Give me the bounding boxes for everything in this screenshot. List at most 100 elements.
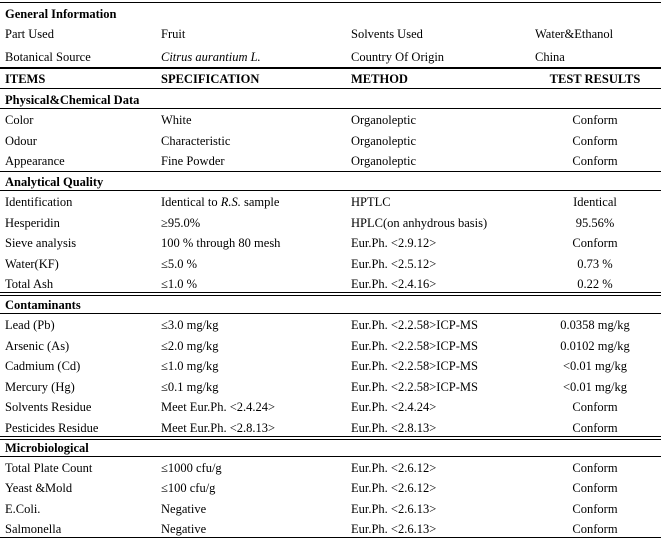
physical-rule: [0, 108, 661, 109]
header-method: METHOD: [351, 72, 408, 86]
item-cell: Lead (Pb): [5, 318, 55, 332]
header-results: TEST RESULTS: [549, 72, 641, 86]
micro-top-rule: [0, 436, 661, 440]
result-cell: Identical: [573, 195, 617, 209]
item-cell: Total Ash: [5, 277, 54, 291]
method-cell: Eur.Ph. <2.6.12>: [351, 481, 437, 496]
method-cell: Eur.Ph. <2.8.13>: [351, 420, 437, 435]
micro-rule: [0, 456, 661, 457]
method-cell: Eur.Ph. <2.6.13>: [351, 501, 437, 516]
section-micro: Microbiological: [5, 441, 89, 455]
spec-cell: Negative: [161, 501, 207, 516]
header-items: ITEMS: [5, 72, 46, 86]
spec-cell: Characteristic: [161, 133, 231, 148]
contaminants-rule: [0, 313, 661, 314]
result-cell: Conform: [572, 420, 618, 435]
item-cell: Cadmium (Cd): [5, 359, 81, 373]
item-cell: Solvents Residue: [5, 400, 92, 414]
spec-cell: ≤1.0 mg/kg: [161, 359, 219, 373]
method-cell: Eur.Ph. <2.2.58>ICP-MS: [351, 359, 478, 373]
item-cell: Pesticides Residue: [5, 420, 99, 435]
result-cell: 0.0102 mg/kg: [560, 338, 630, 353]
spec-cell: ≥95.0%: [161, 215, 201, 230]
item-cell: Hesperidin: [5, 215, 60, 230]
solvents-value: Water&Ethanol: [535, 27, 614, 41]
result-cell: 0.73 %: [577, 256, 613, 271]
section-analytical: Analytical Quality: [5, 175, 104, 189]
top-rule: [0, 2, 661, 3]
spec-emphasis: R.S.: [220, 195, 241, 209]
method-cell: Organoleptic: [351, 113, 417, 127]
section-contaminants: Contaminants: [5, 298, 81, 312]
spec-cell: ≤3.0 mg/kg: [161, 318, 219, 332]
method-cell: Eur.Ph. <2.2.58>ICP-MS: [351, 338, 478, 353]
item-cell: Arsenic (As): [5, 338, 70, 353]
method-cell: Organoleptic: [351, 154, 417, 168]
spec-cell: Fine Powder: [161, 154, 225, 168]
method-cell: Eur.Ph. <2.6.13>: [351, 521, 437, 536]
spec-cell: Meet Eur.Ph. <2.8.13>: [161, 420, 276, 435]
result-cell: <0.01 mg/kg: [563, 359, 627, 373]
header-bottom-rule: [0, 88, 661, 89]
item-cell: Appearance: [5, 154, 65, 168]
method-cell: Eur.Ph. <2.4.16>: [351, 277, 437, 291]
result-cell: 0.22 %: [577, 277, 613, 291]
item-cell: E.Coli.: [5, 501, 41, 516]
method-cell: Eur.Ph. <2.5.12>: [351, 256, 437, 271]
bottom-rule: [0, 537, 661, 538]
contaminants-top-rule: [0, 292, 661, 296]
method-cell: Eur.Ph. <2.2.58>ICP-MS: [351, 318, 478, 332]
item-cell: Salmonella: [5, 521, 62, 536]
result-cell: Conform: [572, 113, 618, 127]
result-cell: Conform: [572, 521, 618, 536]
spec-cell: ≤1.0 %: [161, 277, 198, 291]
method-cell: HPTLC: [351, 195, 391, 209]
botanical-value: Citrus aurantium L.: [161, 50, 261, 64]
item-cell: Sieve analysis: [5, 236, 77, 250]
result-cell: Conform: [572, 501, 618, 516]
spec-cell: ≤100 cfu/g: [161, 481, 216, 496]
method-cell: HPLC(on anhydrous basis): [351, 215, 488, 230]
spec-cell: ≤5.0 %: [161, 256, 198, 271]
spec-text: sample: [240, 195, 280, 209]
method-cell: Eur.Ph. <2.6.12>: [351, 461, 437, 475]
spec-cell: White: [161, 113, 192, 127]
analytical-top-rule: [0, 171, 661, 172]
item-cell: Identification: [5, 195, 73, 209]
method-cell: Eur.Ph. <2.4.24>: [351, 400, 437, 414]
method-cell: Organoleptic: [351, 133, 417, 148]
method-cell: Eur.Ph. <2.9.12>: [351, 236, 437, 250]
result-cell: <0.01 mg/kg: [563, 379, 627, 394]
result-cell: Conform: [572, 400, 618, 414]
result-cell: 95.56%: [575, 215, 615, 230]
botanical-label: Botanical Source: [5, 50, 91, 64]
header-specification: SPECIFICATION: [161, 72, 260, 86]
spec-cell: Meet Eur.Ph. <2.4.24>: [161, 400, 276, 414]
result-cell: Conform: [572, 133, 618, 148]
solvents-label: Solvents Used: [351, 27, 423, 41]
part-used-value: Fruit: [161, 27, 186, 41]
spec-cell: ≤2.0 mg/kg: [161, 338, 219, 353]
result-cell: Conform: [572, 154, 618, 168]
spec-cell: ≤0.1 mg/kg: [161, 379, 219, 394]
country-value: China: [535, 50, 565, 64]
result-cell: Conform: [572, 481, 618, 496]
analytical-rule: [0, 190, 661, 191]
spec-cell: Negative: [161, 521, 207, 536]
item-cell: Total Plate Count: [5, 461, 93, 475]
general-title: General Information: [5, 7, 117, 21]
item-cell: Water(KF): [5, 256, 59, 271]
method-cell: Eur.Ph. <2.2.58>ICP-MS: [351, 379, 478, 394]
spec-cell: Identical to R.S. sample: [161, 194, 279, 210]
section-physical: Physical&Chemical Data: [5, 93, 140, 107]
item-cell: Yeast &Mold: [5, 481, 73, 496]
item-cell: Color: [5, 113, 34, 127]
result-cell: Conform: [572, 461, 618, 475]
spec-cell: 100 % through 80 mesh: [161, 236, 281, 250]
item-cell: Odour: [5, 133, 37, 148]
item-cell: Mercury (Hg): [5, 379, 75, 394]
part-used-label: Part Used: [5, 27, 54, 41]
header-top-rule: [0, 67, 661, 69]
country-label: Country Of Origin: [351, 50, 445, 64]
spec-text: Identical to: [161, 195, 221, 209]
